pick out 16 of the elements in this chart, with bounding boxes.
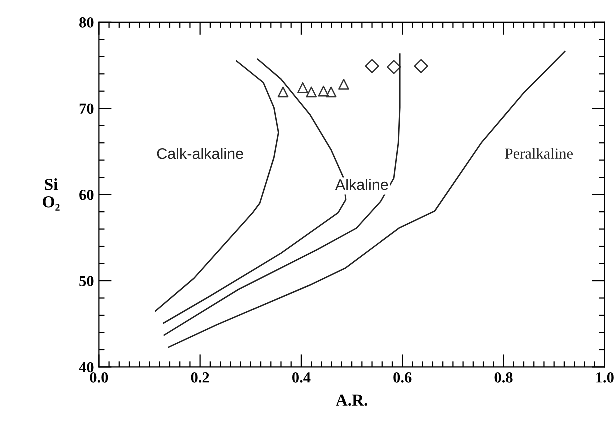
y-tick-label: 80 [80, 18, 94, 28]
x-tick-label: 0.0 [90, 372, 108, 383]
annotation: Calk-alkaline [157, 148, 244, 160]
y-axis-title: Si O₂ [43, 178, 60, 211]
y-tick-label: 50 [80, 276, 94, 286]
x-tick-label: 1.0 [596, 372, 614, 383]
y-tick-label: 60 [80, 190, 94, 200]
y-tick-label: 70 [80, 104, 94, 114]
y-tick-label: 40 [79, 362, 94, 373]
x-tick-label: 0.8 [494, 372, 513, 383]
annotation: Alkaline [335, 179, 388, 190]
x-tick-label: 0.4 [292, 372, 311, 383]
x-tick-label: 0.2 [191, 372, 210, 383]
annotation: Peralkaline [505, 148, 573, 159]
x-tick-label: 0.6 [394, 372, 412, 383]
x-axis-title: A.R. [336, 394, 368, 406]
